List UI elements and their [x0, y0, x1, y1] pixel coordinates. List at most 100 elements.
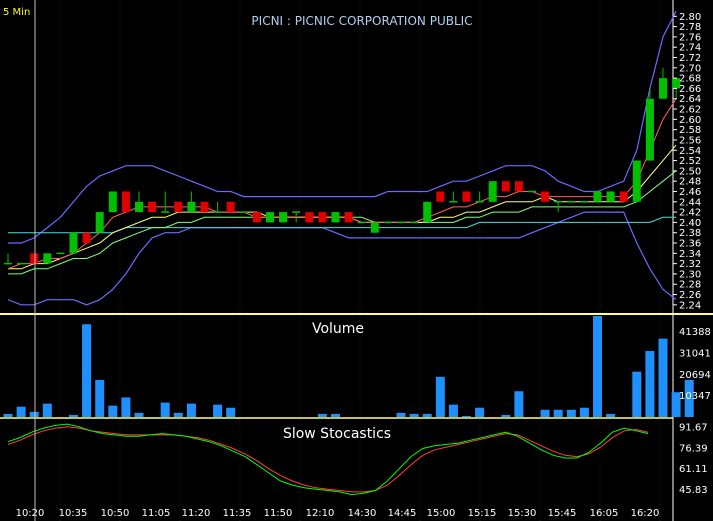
- candle-body: [121, 191, 130, 213]
- candle-body: [252, 212, 261, 223]
- candle-body: [501, 181, 510, 192]
- candle-body: [541, 191, 550, 202]
- price-tick-label: 2.40: [679, 218, 701, 229]
- candle-body: [475, 201, 484, 203]
- candle-body: [554, 201, 563, 203]
- bollinger-bands: [7, 10, 677, 306]
- volume-bar: [134, 412, 144, 417]
- time-tick-label: 11:20: [182, 508, 211, 519]
- volume-bar: [82, 324, 92, 417]
- candle-body: [135, 201, 143, 213]
- candle-body: [619, 191, 628, 202]
- volume-tick-label: 20694: [679, 370, 711, 381]
- candle-body: [4, 262, 12, 265]
- candle-body: [82, 232, 91, 244]
- candle-body: [410, 221, 419, 224]
- price-tick-label: 2.72: [679, 53, 701, 64]
- volume-tick-label: 31041: [679, 349, 711, 360]
- candle-body: [187, 201, 196, 213]
- bollinger-lower-line: [7, 211, 677, 306]
- price-tick-label: 2.70: [679, 63, 701, 74]
- price-tick-label: 2.30: [679, 269, 701, 280]
- price-tick-label: 2.28: [679, 280, 701, 291]
- price-tick-label: 2.60: [679, 115, 701, 126]
- candle-body: [161, 211, 170, 213]
- volume-bar: [566, 409, 576, 417]
- candle-body: [279, 212, 288, 223]
- volume-bar: [553, 409, 563, 417]
- stoch-tick-label: 91.67: [679, 423, 708, 434]
- candle-body: [462, 191, 471, 202]
- time-tick-label: 15:45: [548, 508, 577, 519]
- candle-body: [266, 212, 274, 223]
- candle-body: [148, 201, 157, 213]
- candle-body: [305, 212, 314, 223]
- volume-bar: [475, 407, 485, 417]
- stochastic-lines: [7, 423, 649, 496]
- volume-bar: [160, 402, 170, 417]
- volume-bar: [632, 371, 642, 417]
- candle-body: [344, 212, 353, 223]
- time-tick-label: 15:30: [508, 508, 537, 519]
- volume-bar: [331, 413, 340, 417]
- volume-bar: [186, 403, 196, 417]
- time-tick-label: 12:10: [306, 508, 335, 519]
- volume-bars: [3, 316, 694, 417]
- volume-bar: [593, 316, 602, 417]
- stoch-d-line: [7, 426, 649, 493]
- candle-body: [449, 201, 458, 203]
- price-tick-label: 2.54: [679, 146, 701, 157]
- candle-body: [30, 253, 39, 264]
- price-tick-label: 2.36: [679, 239, 701, 250]
- candle-body: [43, 253, 52, 264]
- time-tick-label: 11:35: [223, 508, 252, 519]
- ma-fast-line: [7, 98, 677, 270]
- candle-body: [95, 212, 104, 233]
- volume-bar: [226, 407, 236, 417]
- price-tick-label: 2.76: [679, 32, 701, 43]
- candle-body: [488, 181, 497, 202]
- price-tick-label: 2.42: [679, 208, 701, 219]
- price-tick-label: 2.80: [679, 12, 701, 23]
- volume-bar: [213, 404, 223, 417]
- volume-bar: [42, 403, 52, 417]
- candle-body: [659, 78, 667, 99]
- price-tick-label: 2.62: [679, 105, 701, 116]
- volume-bar: [29, 411, 39, 417]
- price-tick-label: 2.32: [679, 259, 701, 270]
- volume-bar: [95, 379, 105, 417]
- price-tick-label: 2.38: [679, 228, 701, 239]
- time-tick-label: 11:50: [264, 508, 293, 519]
- volume-bar: [540, 409, 550, 417]
- time-tick-label: 10:50: [101, 508, 130, 519]
- candle-body: [593, 191, 602, 202]
- price-tick-label: 2.78: [679, 22, 701, 33]
- candle-body: [370, 222, 379, 233]
- candle-body: [318, 212, 327, 223]
- candle-body: [528, 190, 536, 193]
- volume-bar: [684, 379, 694, 417]
- volume-tick-label: 10347: [679, 391, 711, 402]
- candle-body: [331, 212, 340, 223]
- price-tick-label: 2.26: [679, 290, 701, 301]
- time-tick-label: 10:35: [59, 508, 88, 519]
- stoch-tick-label: 45.83: [679, 485, 708, 496]
- time-tick-label: 16:20: [631, 508, 660, 519]
- candle-body: [69, 232, 78, 254]
- candlesticks: [4, 67, 681, 265]
- price-tick-label: 2.66: [679, 84, 701, 95]
- candle-body: [239, 211, 248, 213]
- stochastics-panel-title: Slow Stocastics: [283, 426, 391, 442]
- candle-body: [17, 262, 26, 265]
- volume-bar: [396, 412, 406, 417]
- volume-bar: [409, 413, 419, 417]
- volume-bar: [671, 392, 681, 417]
- volume-panel-title: Volume: [312, 321, 364, 337]
- price-tick-label: 2.74: [679, 43, 701, 54]
- volume-bar: [579, 407, 589, 417]
- volume-bar: [658, 338, 668, 417]
- volume-bar: [3, 413, 13, 417]
- time-tick-label: 15:00: [427, 508, 456, 519]
- volume-bar: [121, 397, 131, 417]
